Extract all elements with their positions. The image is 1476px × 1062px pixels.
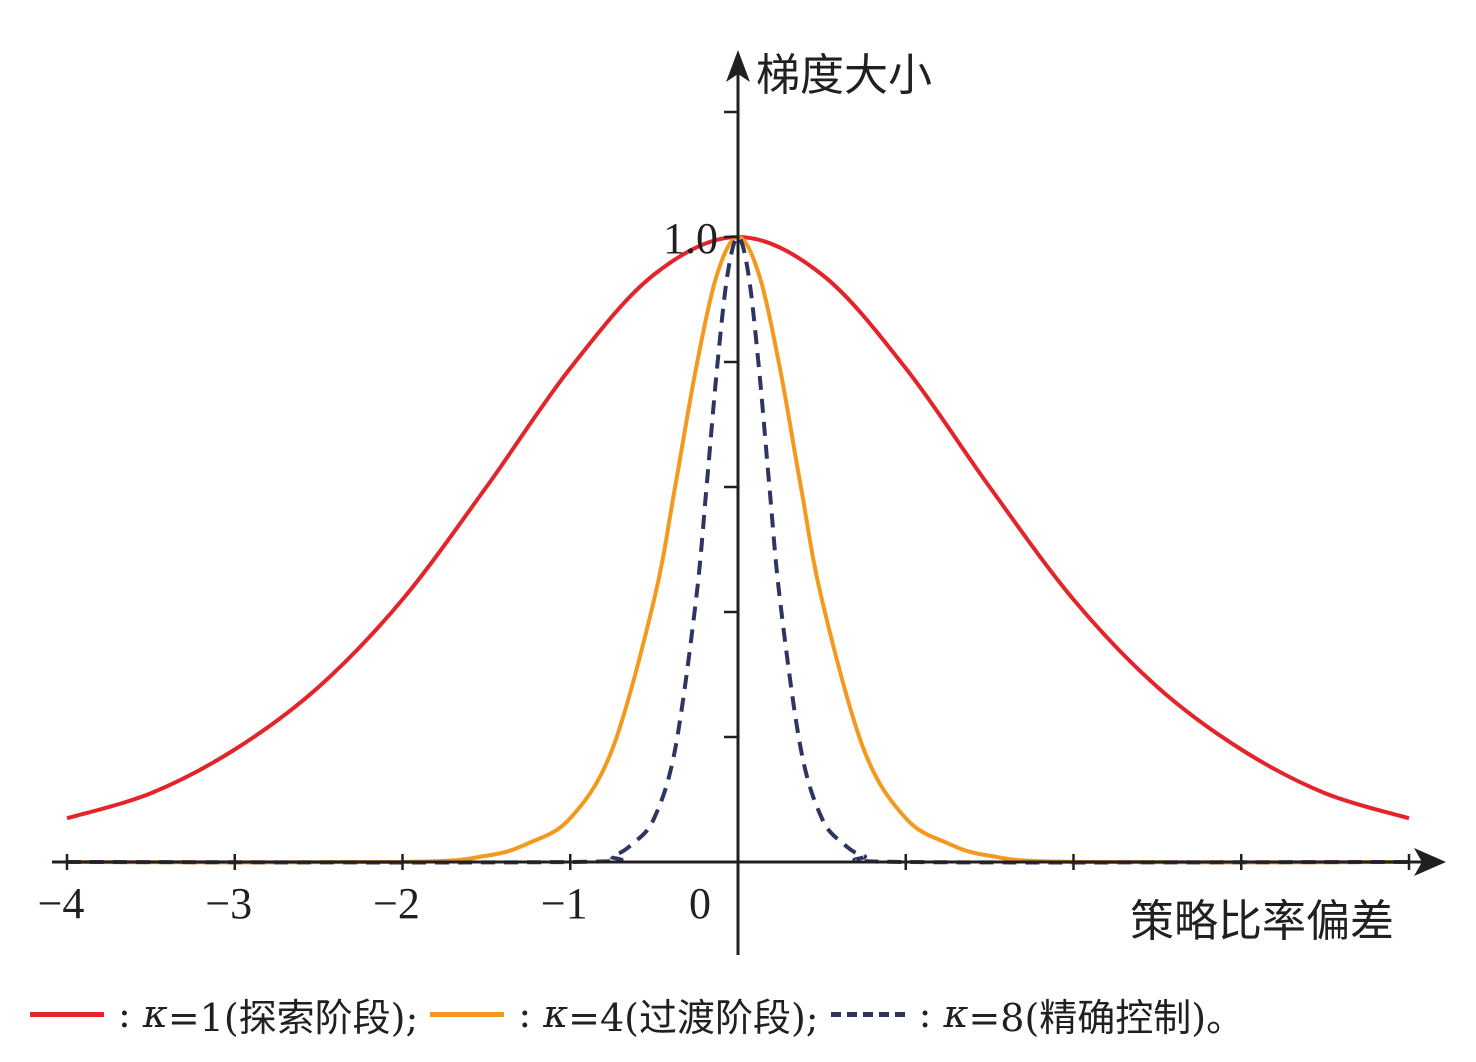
legend-kappa-symbol: κ <box>543 992 569 1036</box>
x-tick-label: 0 <box>689 879 711 928</box>
legend-swatch-kappa-1 <box>30 1011 104 1017</box>
legend-kappa-symbol: κ <box>943 992 969 1036</box>
legend-swatch-kappa-4 <box>430 1011 505 1017</box>
y-axis-title: 梯度大小 <box>756 50 932 101</box>
y-tick-label: 1.0 <box>663 214 718 263</box>
legend-separator: : <box>518 992 532 1036</box>
legend-label-kappa-4: =4(过渡阶段); <box>568 995 819 1040</box>
y-axis-arrow <box>726 50 750 82</box>
legend-separator: : <box>118 992 131 1036</box>
x-tick-label: −1 <box>541 879 588 928</box>
legend-item-kappa-4: : κ =4(过渡阶段); <box>430 987 819 1042</box>
legend-separator: : <box>918 992 932 1036</box>
series-line-kappa-8 <box>66 235 1410 865</box>
chart: −4 −3 −2 −1 0 1.0 梯度大小 策略比率偏差 <box>38 50 1446 955</box>
legend-item-kappa-1: : κ =1(探索阶段); <box>30 987 418 1042</box>
legend-item-kappa-8: : κ =8(精确控制)。 <box>830 987 1245 1042</box>
ticks-layer: −4 −3 −2 −1 0 1.0 <box>38 110 1411 928</box>
legend: : κ =1(探索阶段); : κ =4(过渡阶段); : κ =8(精确控制)。 <box>30 984 1460 1044</box>
legend-kappa-symbol: κ <box>142 992 168 1036</box>
legend-swatch-kappa-8 <box>830 1011 905 1017</box>
x-tick-label: −4 <box>38 879 85 928</box>
x-axis-title: 策略比率偏差 <box>1130 896 1394 947</box>
x-axis-arrow <box>1414 848 1446 876</box>
x-tick-label: −3 <box>205 879 252 928</box>
legend-label-kappa-8: =8(精确控制)。 <box>968 995 1245 1040</box>
x-tick-label: −2 <box>373 879 420 928</box>
legend-label-kappa-1: =1(探索阶段); <box>167 995 419 1040</box>
